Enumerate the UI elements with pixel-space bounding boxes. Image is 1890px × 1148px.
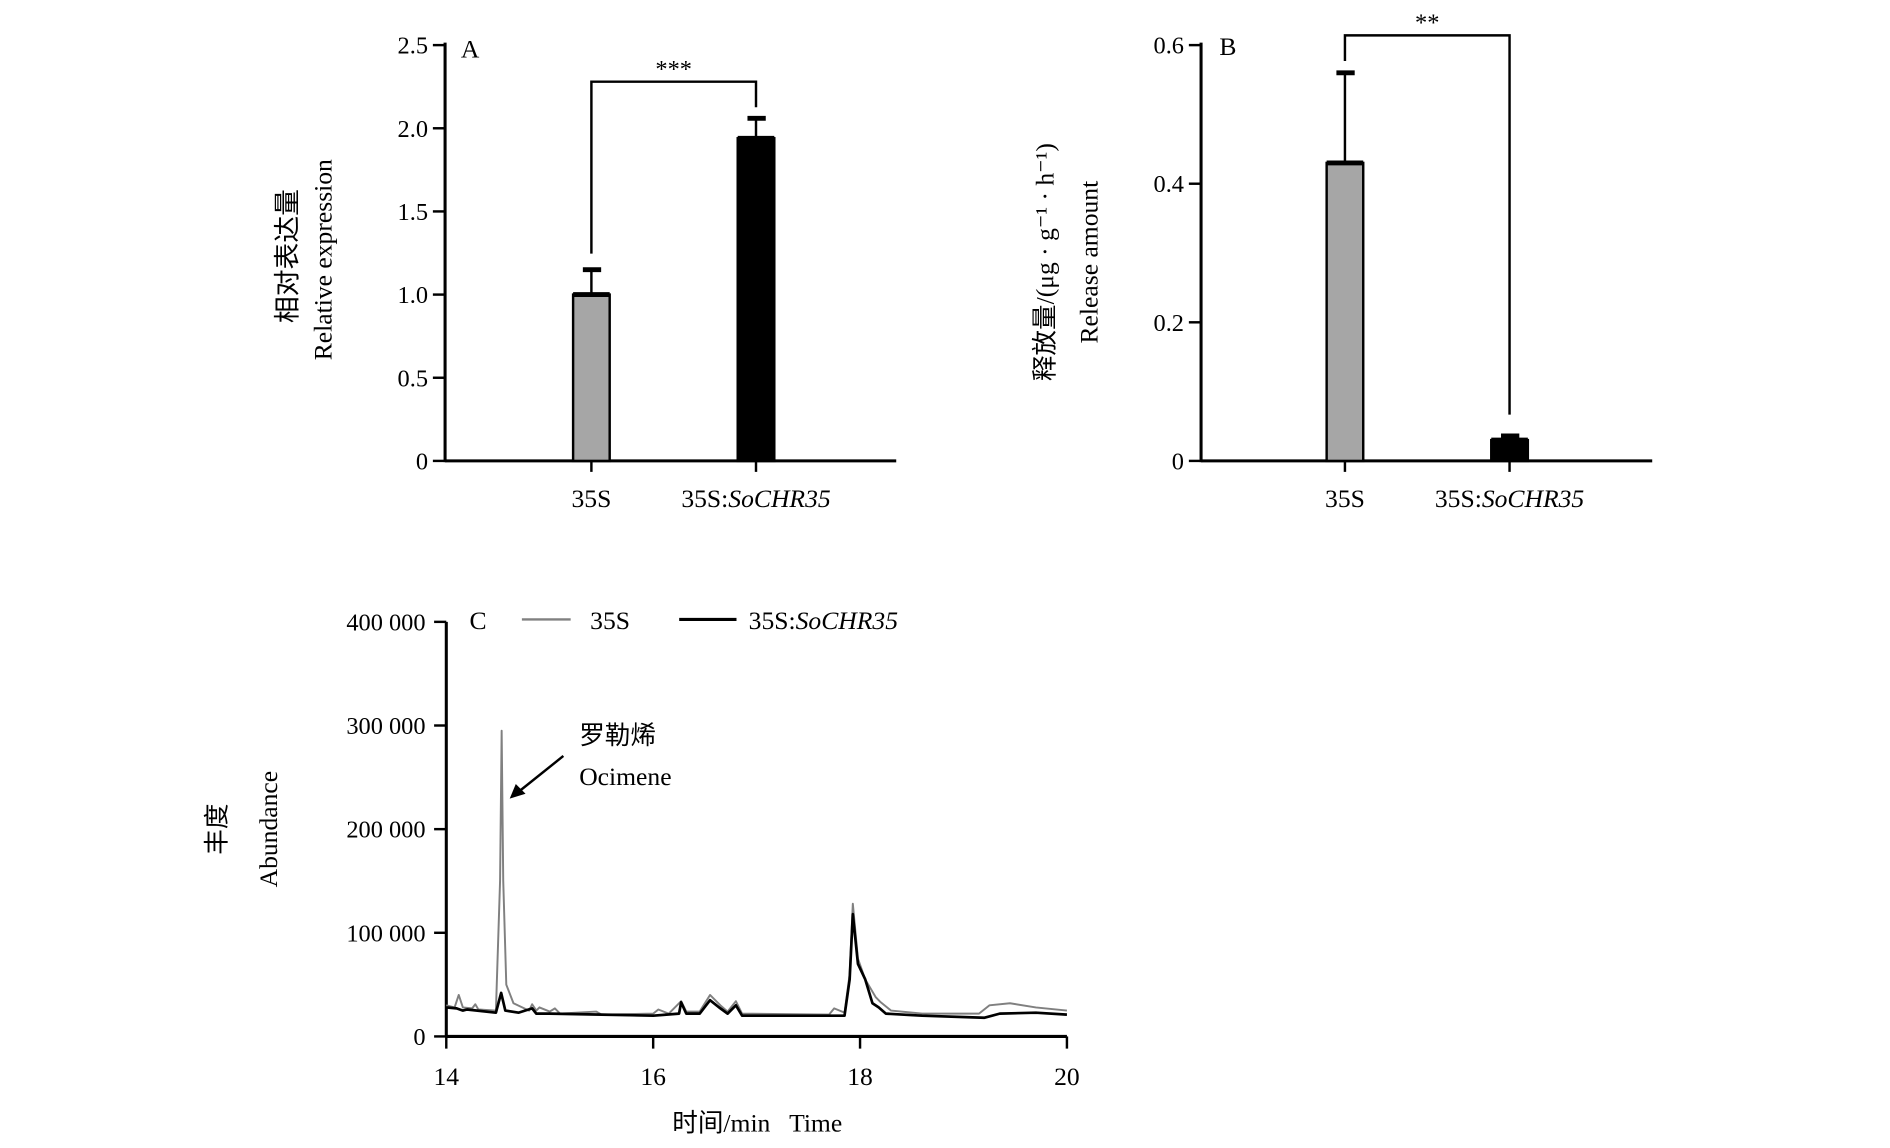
arrow-icon bbox=[513, 755, 565, 796]
y-tick-label: 0 bbox=[416, 448, 428, 475]
significance-label: *** bbox=[655, 56, 692, 83]
y-tick-label: 0 bbox=[1172, 448, 1184, 475]
y-tick-label: 1.0 bbox=[398, 282, 428, 309]
y-tick-label: 0.6 bbox=[1154, 33, 1184, 60]
series-line-35s bbox=[446, 729, 1068, 1016]
y-tick-label: 1.5 bbox=[398, 199, 428, 226]
annotation-cn: 罗勒烯 bbox=[579, 721, 656, 750]
y-axis-label-cn: 相对表达量 bbox=[272, 189, 302, 323]
y-tick-label: 2.5 bbox=[398, 33, 428, 60]
panel-label-b: B bbox=[1219, 32, 1236, 61]
x-tick-label: 16 bbox=[640, 1062, 666, 1091]
x-tick-label: 14 bbox=[433, 1062, 459, 1091]
annotation: Ocimene bbox=[579, 762, 671, 791]
bar-0 bbox=[571, 293, 611, 463]
x-tick-label: 35S bbox=[571, 484, 611, 513]
series-line-sochr35 bbox=[446, 912, 1068, 1020]
x-tick-label: 35S:SoCHR35 bbox=[681, 484, 831, 513]
significance-bracket bbox=[1343, 34, 1511, 415]
x-axis-label: 时间/min Time bbox=[672, 1109, 842, 1138]
bar-0 bbox=[1325, 161, 1365, 463]
panel-b: B 释放量/(μg · g⁻¹ · h⁻¹) Release amount 0 0… bbox=[1031, 9, 1653, 513]
legend-label-sochr35: 35S:SoCHR35 bbox=[749, 606, 899, 635]
y-tick-label: 0.5 bbox=[398, 365, 428, 392]
panel-label-a: A bbox=[461, 34, 480, 63]
panel-c: C 丰度 Abundance 时间/min Time 罗勒烯 Ocimene 3… bbox=[203, 606, 1080, 1137]
panel-label-c: C bbox=[469, 606, 486, 635]
y-axis-label-cn: 丰度 bbox=[203, 804, 232, 855]
y-axis-label: Relative expression bbox=[309, 159, 338, 360]
bar-1 bbox=[1490, 438, 1530, 463]
y-tick-label: 0.2 bbox=[1154, 310, 1184, 337]
x-tick-label: 35S bbox=[1325, 484, 1365, 513]
bar-1 bbox=[736, 137, 776, 463]
significance-label: ** bbox=[1415, 9, 1439, 36]
x-tick-label: 20 bbox=[1054, 1062, 1080, 1091]
y-tick-label: 300 000 bbox=[346, 713, 425, 740]
panel-a: A 相对表达量 Relative expression 0 0.5 1.0 1.5 2.… bbox=[272, 33, 897, 513]
x-tick-label: 18 bbox=[847, 1062, 873, 1091]
y-tick-label: 0.4 bbox=[1154, 171, 1184, 198]
y-tick-label: 200 000 bbox=[346, 817, 425, 844]
y-axis-label: Release amount bbox=[1074, 181, 1103, 344]
x-tick-label: 35S:SoCHR35 bbox=[1435, 484, 1585, 513]
arrowhead-icon bbox=[509, 784, 526, 799]
y-tick-label: 2.0 bbox=[398, 116, 428, 143]
y-axis-label-cn: 释放量/(μg · g⁻¹ · h⁻¹) bbox=[1031, 143, 1060, 381]
legend-label-35s: 35S bbox=[590, 606, 630, 635]
y-tick-label: 400 000 bbox=[346, 609, 425, 636]
y-tick-label: 0 bbox=[413, 1024, 425, 1051]
y-tick-label: 100 000 bbox=[346, 920, 425, 947]
y-axis-label: Abundance bbox=[254, 771, 283, 888]
significance-bracket bbox=[590, 80, 758, 254]
